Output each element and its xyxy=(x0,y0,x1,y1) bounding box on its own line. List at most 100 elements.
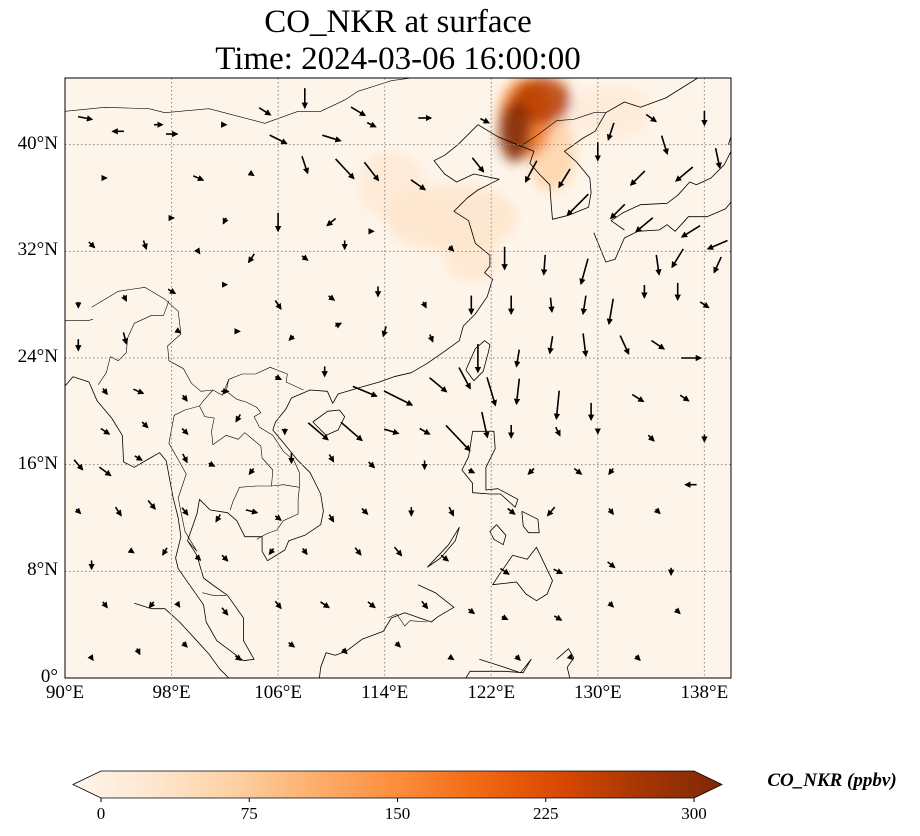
wind-arrow xyxy=(194,554,202,562)
coastlines xyxy=(65,78,731,678)
wind-arrow xyxy=(679,394,690,402)
longitude-tick-label: 138°E xyxy=(680,682,729,703)
wind-arrow xyxy=(100,427,111,435)
wind-arrow xyxy=(607,561,616,569)
wind-arrow xyxy=(162,547,169,556)
wind-arrow xyxy=(447,653,455,661)
wind-arrow xyxy=(445,424,471,452)
wind-arrow xyxy=(582,333,589,358)
wind-arrow xyxy=(480,117,490,124)
wind-arrow xyxy=(429,377,448,393)
coastline xyxy=(65,124,500,662)
wind-arrow xyxy=(98,466,112,477)
co-plume xyxy=(571,84,652,138)
wind-arrow xyxy=(447,244,455,252)
colorbar-tick-label: 75 xyxy=(240,804,258,823)
wind-arrow xyxy=(181,453,188,464)
wind-arrow xyxy=(607,508,614,516)
wind-arrow xyxy=(235,414,242,423)
wind-arrow xyxy=(167,288,177,295)
wind-arrow xyxy=(363,161,380,182)
wind-arrow xyxy=(234,654,243,661)
wind-arrow xyxy=(501,614,509,621)
wind-arrow xyxy=(134,454,143,461)
wind-arrow xyxy=(141,240,148,251)
wind-arrow xyxy=(410,179,427,191)
wind-arrow xyxy=(221,554,229,562)
country-borders xyxy=(65,78,606,627)
colorbar-label: CO_NKR (ppbv) xyxy=(767,770,897,791)
wind-arrow xyxy=(322,134,342,143)
wind-arrow xyxy=(629,170,646,186)
country-border xyxy=(65,78,412,124)
wind-arrow xyxy=(713,256,722,274)
wind-arrow xyxy=(361,507,369,516)
wind-arrow xyxy=(367,601,376,609)
wind-arrow xyxy=(524,160,538,183)
wind-arrow xyxy=(419,427,431,435)
wind-arrow xyxy=(335,158,355,180)
wind-arrow xyxy=(368,461,376,469)
wind-arrow xyxy=(274,514,282,521)
colorbar-tick-label: 0 xyxy=(96,804,106,823)
wind-vectors xyxy=(73,88,728,662)
wind-arrow xyxy=(671,248,684,269)
wind-arrow xyxy=(114,506,122,517)
wind-arrow xyxy=(650,339,666,350)
wind-arrow xyxy=(301,156,310,175)
wind-arrow xyxy=(655,254,662,276)
coastline xyxy=(521,510,540,534)
longitude-tick-label: 122°E xyxy=(467,682,516,703)
wind-arrow xyxy=(653,507,661,515)
wind-arrow xyxy=(579,258,589,286)
wind-arrow xyxy=(635,217,654,233)
wind-arrow xyxy=(88,241,96,249)
longitude-tick-label: 130°E xyxy=(573,682,622,703)
colorbar-tick-label: 150 xyxy=(384,804,411,823)
wind-arrow xyxy=(192,175,205,182)
wind-arrow xyxy=(354,547,362,556)
wind-arrow xyxy=(660,135,669,156)
wind-arrow xyxy=(507,507,516,515)
wind-arrow xyxy=(222,217,229,225)
map-gridlines xyxy=(65,78,731,678)
longitude-tick-label: 98°E xyxy=(152,682,191,703)
wind-arrow xyxy=(340,421,363,442)
wind-arrow xyxy=(181,394,188,402)
wind-arrow xyxy=(458,367,471,390)
wind-arrow xyxy=(553,614,563,621)
country-border xyxy=(202,592,227,596)
colorbar-tick-label: 225 xyxy=(533,804,559,823)
coastline xyxy=(134,602,230,678)
wind-arrow xyxy=(634,654,641,662)
coastline xyxy=(465,340,491,382)
co-concentration-field xyxy=(358,78,652,282)
wind-arrow xyxy=(141,421,149,429)
wind-arrow xyxy=(350,106,367,117)
longitude-tick-label: 114°E xyxy=(361,682,409,703)
country-border xyxy=(520,112,606,147)
country-border xyxy=(168,405,200,552)
wind-arrow xyxy=(547,336,554,355)
wind-arrow xyxy=(352,385,378,398)
wind-arrow xyxy=(340,647,348,655)
latitude-tick-label: 32°N xyxy=(17,239,58,261)
wind-arrow xyxy=(706,239,728,250)
wind-arrow xyxy=(420,301,427,309)
wind-arrow xyxy=(73,459,84,471)
latitude-tick-label: 40°N xyxy=(17,132,58,154)
wind-arrow xyxy=(440,554,450,562)
country-border xyxy=(271,484,300,488)
wind-arrow xyxy=(174,600,181,608)
wind-arrow xyxy=(328,294,336,301)
wind-arrow xyxy=(486,377,497,407)
wind-arrow xyxy=(334,322,343,329)
latitude-tick-label: 16°N xyxy=(17,452,58,474)
wind-arrow xyxy=(245,508,259,515)
wind-arrow xyxy=(699,301,710,309)
colorbar-tick-marks xyxy=(100,798,695,802)
wind-arrow xyxy=(366,121,377,128)
wind-arrow xyxy=(269,134,288,145)
wind-arrow xyxy=(148,601,156,609)
